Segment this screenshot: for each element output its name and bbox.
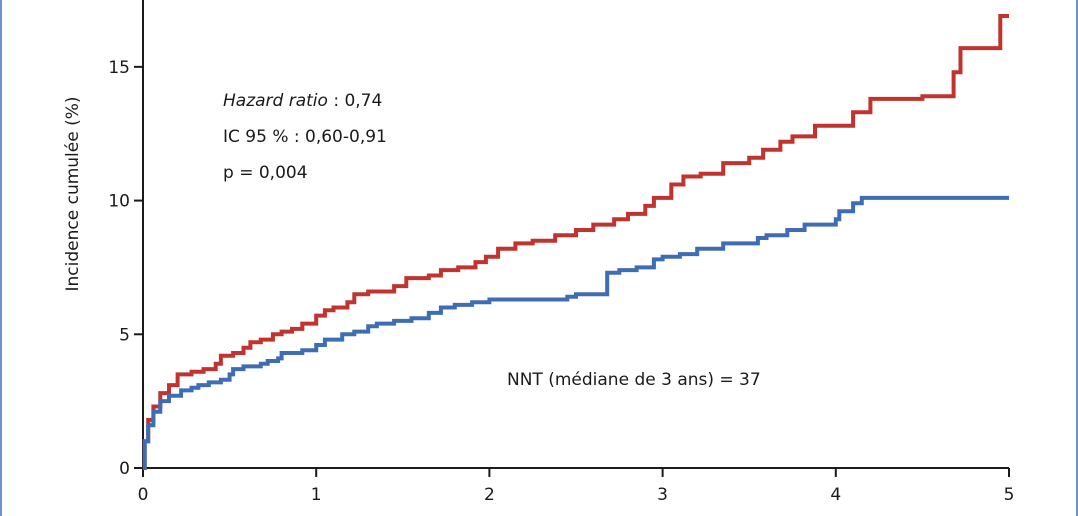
- y-tick-label-2: 10: [108, 192, 130, 212]
- y-tick-label-3: 15: [108, 58, 130, 78]
- y-ticks: 0 5 10 15: [108, 58, 143, 479]
- series-line-blue: [142, 195, 1009, 470]
- x-ticks: 0 1 2 3 4 5: [138, 468, 1015, 505]
- x-tick-label-2: 2: [484, 485, 495, 505]
- x-tick-label-5: 5: [1004, 485, 1015, 505]
- series-line-red: [142, 14, 1009, 470]
- plot-area: 0 5 10 15 0 1 2 3 4 5: [108, 0, 1014, 505]
- y-tick-label-1: 5: [119, 325, 130, 345]
- hazard-ratio-label: Hazard ratio: [223, 91, 328, 111]
- hazard-ratio-value: : 0,74: [328, 91, 382, 111]
- p-value-annotation: p = 0,004: [223, 163, 308, 183]
- y-axis-label: Incidence cumulée (%): [63, 96, 83, 291]
- hazard-ratio-annotation: Hazard ratio : 0,74: [223, 91, 382, 111]
- x-tick-label-0: 0: [138, 485, 149, 505]
- nnt-annotation: NNT (médiane de 3 ans) = 37: [507, 370, 761, 390]
- x-tick-label-4: 4: [830, 485, 841, 505]
- ci-annotation: IC 95 % : 0,60-0,91: [223, 127, 387, 147]
- y-tick-label-0: 0: [119, 459, 130, 479]
- x-tick-label-1: 1: [311, 485, 322, 505]
- series-layer: [142, 14, 1009, 470]
- x-tick-label-3: 3: [657, 485, 668, 505]
